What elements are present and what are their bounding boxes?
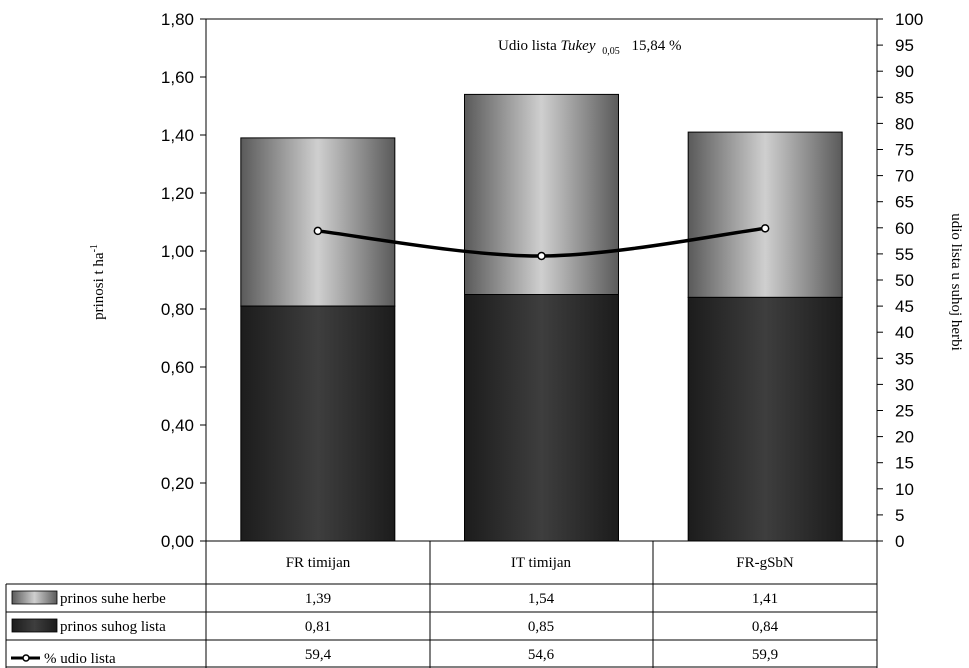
right-tick-label: 95 bbox=[895, 36, 914, 55]
right-tick-label: 15 bbox=[895, 454, 914, 473]
right-tick-label: 100 bbox=[895, 10, 923, 29]
left-tick-label: 0,40 bbox=[161, 416, 194, 435]
right-tick-label: 65 bbox=[895, 193, 914, 212]
bar-suhe-herbe bbox=[240, 137, 396, 307]
legend-label-list: prinos suhog lista bbox=[60, 619, 166, 635]
table-value: 0,81 bbox=[305, 619, 331, 635]
category-label: FR timijan bbox=[286, 555, 351, 571]
right-tick-label: 45 bbox=[895, 297, 914, 316]
left-tick-label: 1,60 bbox=[161, 68, 194, 87]
udio-point bbox=[760, 224, 770, 233]
bar-suhog-lista bbox=[687, 296, 843, 542]
table-value: 59,9 bbox=[752, 647, 778, 663]
right-tick-label: 80 bbox=[895, 114, 914, 133]
table-value: 59,4 bbox=[305, 647, 332, 663]
left-tick-label: 1,20 bbox=[161, 184, 194, 203]
udio-point bbox=[313, 226, 323, 236]
y-axis-title: prinosi t ha-1 bbox=[89, 244, 107, 320]
y2-axis-title: udio lista u suhoj herbi bbox=[948, 213, 964, 351]
left-tick-label: 0,20 bbox=[161, 474, 194, 493]
right-tick-label: 25 bbox=[895, 402, 914, 421]
left-tick-label: 0,00 bbox=[161, 532, 194, 551]
right-tick-label: 75 bbox=[895, 141, 914, 160]
legend-label-udio: % udio lista bbox=[44, 651, 116, 667]
udio-line bbox=[313, 224, 770, 261]
udio-point bbox=[537, 251, 546, 261]
right-tick-label: 60 bbox=[895, 219, 914, 238]
right-tick-label: 0 bbox=[895, 532, 904, 551]
right-tick-label: 35 bbox=[895, 349, 914, 368]
left-tick-label: 1,80 bbox=[161, 10, 194, 29]
table-value: 0,84 bbox=[752, 619, 779, 635]
right-tick-label: 55 bbox=[895, 245, 914, 264]
left-tick-label: 0,80 bbox=[161, 300, 194, 319]
table-value: 1,54 bbox=[528, 591, 555, 607]
tukey-annotation: Udio lista Tukey 0,05 15,84 % bbox=[498, 38, 682, 58]
data-table: FR timijan IT timijan FR-gSbN prinos suh… bbox=[5, 540, 878, 668]
left-tick-label: 0,60 bbox=[161, 358, 194, 377]
bar-suhe-herbe bbox=[464, 93, 619, 296]
left-axis-ticks: 0,00 0,20 0,40 0,60 0,80 1,00 1,20 1,40 1,60 1,80 bbox=[161, 10, 206, 551]
bar-suhe-herbe bbox=[687, 131, 843, 298]
right-tick-label: 10 bbox=[895, 480, 914, 499]
table-value: 54,6 bbox=[528, 647, 555, 663]
bar-suhog-lista bbox=[240, 305, 396, 542]
right-tick-label: 90 bbox=[895, 62, 914, 81]
bars bbox=[240, 93, 843, 542]
category-label: FR-gSbN bbox=[736, 555, 794, 571]
legend-key-udio bbox=[11, 654, 40, 662]
table-value: 0,85 bbox=[528, 619, 554, 635]
right-tick-label: 30 bbox=[895, 375, 914, 394]
left-tick-label: 1,00 bbox=[161, 242, 194, 261]
right-tick-label: 5 bbox=[895, 506, 904, 525]
table-value: 1,41 bbox=[752, 591, 778, 607]
left-tick-label: 1,40 bbox=[161, 126, 194, 145]
legend-key-herba bbox=[11, 590, 58, 605]
right-tick-label: 40 bbox=[895, 323, 914, 342]
bar-suhog-lista bbox=[464, 294, 619, 542]
legend-key-list bbox=[11, 618, 58, 633]
right-tick-label: 50 bbox=[895, 271, 914, 290]
right-tick-label: 85 bbox=[895, 88, 914, 107]
legend-label-herba: prinos suhe herbe bbox=[60, 591, 166, 607]
right-axis-ticks: 0 5 10 15 20 25 30 35 40 45 50 55 60 65 70 75 80 85 90 95 10… bbox=[877, 10, 923, 551]
right-tick-label: 70 bbox=[895, 167, 914, 186]
category-label: IT timijan bbox=[511, 555, 572, 571]
right-tick-label: 20 bbox=[895, 428, 914, 447]
table-value: 1,39 bbox=[305, 591, 331, 607]
